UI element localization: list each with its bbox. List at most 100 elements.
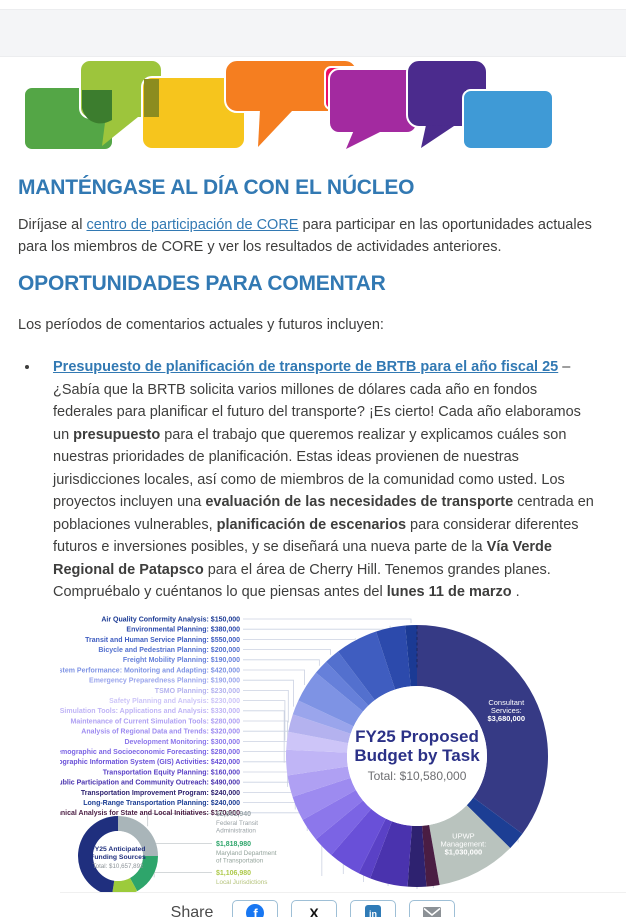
task-connector [243, 669, 305, 685]
linkedin-icon: in [365, 905, 382, 917]
task-label: Transit and Human Service Planning: $550… [85, 636, 240, 643]
share-x-button[interactable]: X [291, 899, 338, 917]
budget-slice [298, 672, 363, 726]
funding-connector [147, 812, 212, 826]
task-connector [243, 637, 356, 640]
slice-label: $1,030,000 [445, 847, 483, 856]
funding-name: Maryland Department [216, 850, 277, 857]
task-label: Environmental Planning: $380,000 [126, 626, 240, 633]
opportunities-title: OPORTUNIDADES PARA COMENTAR [18, 271, 386, 295]
budget-slice [315, 800, 372, 855]
bubble-purple-tail [421, 125, 454, 148]
task-connector [243, 709, 285, 763]
budget-slice [287, 766, 351, 797]
task-label: Analysis of Regional Data and Trends: $3… [81, 728, 240, 735]
task-label: Public Participation and Community Outre… [60, 779, 240, 786]
email-icon [423, 907, 442, 917]
task-label: System Performance: Monitoring and Adapt… [60, 667, 240, 674]
core-participation-link[interactable]: centro de participación de CORE [86, 217, 299, 233]
task-connector [243, 699, 286, 741]
intro-paragraph: Diríjase al centro de participación de C… [18, 214, 606, 259]
top-band [0, 9, 626, 57]
funding-value: $1,818,980 [216, 841, 251, 848]
share-bar: Share f X in [0, 893, 626, 917]
funding-slice [111, 877, 138, 896]
task-connector [243, 658, 320, 666]
svg-text:in: in [369, 909, 377, 917]
task-label: Geographic Information System (GIS) Acti… [60, 759, 240, 766]
budget-slice [429, 804, 511, 885]
funding-center-title: FY25 Anticipated [91, 846, 146, 853]
task-label: Transportation Equity Planning: $160,000 [103, 769, 240, 776]
task-connector [243, 618, 412, 623]
share-email-button[interactable] [409, 899, 456, 917]
budget-center-total: Total: $10,580,000 [368, 769, 467, 783]
donut-hole [347, 685, 487, 826]
page-title: MANTÉNGASE AL DÍA CON EL NÚCLEO [18, 176, 415, 199]
x-icon: X [310, 905, 320, 917]
task-label: Technical Analysis for State and Local I… [60, 810, 240, 817]
budget-center-title: FY25 Proposed [355, 727, 479, 746]
funding-slice [118, 815, 158, 856]
budget-slice [292, 777, 356, 820]
slice-label: Services: [491, 705, 522, 714]
task-label: Maintenance of Current Simulation Tools:… [71, 718, 241, 725]
slice-label: Management: [440, 839, 486, 848]
funding-slice [129, 855, 158, 891]
svg-text:X: X [310, 905, 320, 917]
funding-name: Administration [216, 827, 256, 834]
bubble-magenta [328, 68, 418, 134]
budget-slice [337, 631, 396, 700]
bubble-overlap-olive [144, 79, 159, 117]
budget-slice [288, 713, 351, 743]
slice-label: UPWP [452, 831, 475, 840]
bubble-magenta-tail [346, 130, 382, 149]
funding-center-title: Funding Sources [90, 854, 146, 861]
bubble-orange-tail [258, 109, 292, 147]
funding-slice [77, 815, 118, 896]
task-label: TSMO Planning: $230,000 [155, 687, 240, 694]
share-linkedin-button[interactable]: in [350, 899, 397, 917]
task-connector [243, 648, 331, 655]
svg-text:f: f [254, 906, 259, 917]
funding-donut-hole [93, 830, 143, 881]
fy25-budget-link[interactable]: Presupuesto de planificación de transpor… [53, 359, 559, 376]
budget-slice [286, 749, 348, 776]
speech-bubbles-banner [23, 59, 554, 151]
funding-name: of Transportation [216, 857, 264, 864]
budget-slice [302, 789, 363, 839]
budget-slice [292, 700, 354, 734]
budget-slice [326, 651, 375, 706]
opportunities-lead: Los períodos de comentarios actuales y f… [18, 316, 384, 333]
slice-label: Consultant [488, 697, 525, 706]
budget-slice [376, 625, 411, 690]
task-label: Transportation Improvement Program: $240… [81, 789, 240, 796]
funding-name: Federal Transit [216, 820, 258, 827]
budget-slice [407, 825, 427, 887]
task-label: Demographic and Socioeconomic Forecastin… [60, 749, 240, 756]
task-label: Development Monitoring: $300,000 [124, 738, 240, 745]
funding-center-total: Total: $10,657,892 [93, 863, 144, 870]
task-label: Safety Planning and Analysis: $230,000 [109, 698, 240, 705]
budget-slice [466, 797, 523, 848]
slice-label: $3,680,000 [487, 713, 525, 722]
comment-periods-list: Presupuesto de planificación de transpor… [0, 356, 600, 603]
task-label: Freight Mobility Planning: $190,000 [123, 657, 240, 664]
bubble-overlap-darkgreen [82, 90, 112, 124]
budget-slice [422, 824, 440, 887]
budget-slice [370, 820, 412, 887]
bubble-lime-tail [102, 115, 138, 146]
budget-slice [286, 731, 349, 753]
task-label: Bicycle and Pedestrian Planning: $200,00… [98, 647, 240, 654]
list-item: Presupuesto de planificación de transpor… [40, 356, 600, 603]
task-label: Long-Range Transportation Planning: $240… [83, 800, 240, 807]
share-facebook-button[interactable]: f [232, 899, 279, 917]
budget-slice [315, 661, 369, 712]
intro-post: para participar en las oportunidades act… [18, 217, 592, 256]
funding-name: Local Jurisdictions [216, 879, 267, 886]
budget-center-title: Budget by Task [354, 746, 480, 765]
funding-value: $2,661,940 [216, 811, 251, 818]
task-connector [243, 689, 289, 723]
funding-value: $1,106,980 [216, 870, 251, 877]
